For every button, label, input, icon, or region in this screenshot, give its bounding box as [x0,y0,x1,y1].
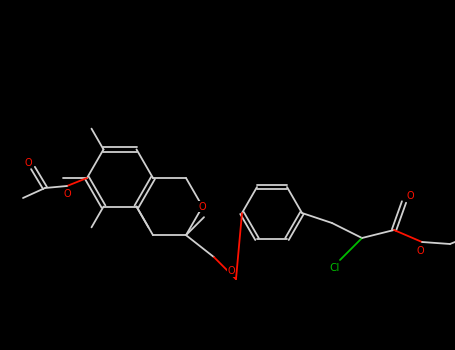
Text: O: O [406,191,414,201]
Text: O: O [63,189,71,199]
Text: Cl: Cl [330,263,340,273]
Text: O: O [416,246,424,256]
Text: O: O [199,202,206,212]
Text: O: O [227,266,235,276]
Text: O: O [24,158,32,168]
